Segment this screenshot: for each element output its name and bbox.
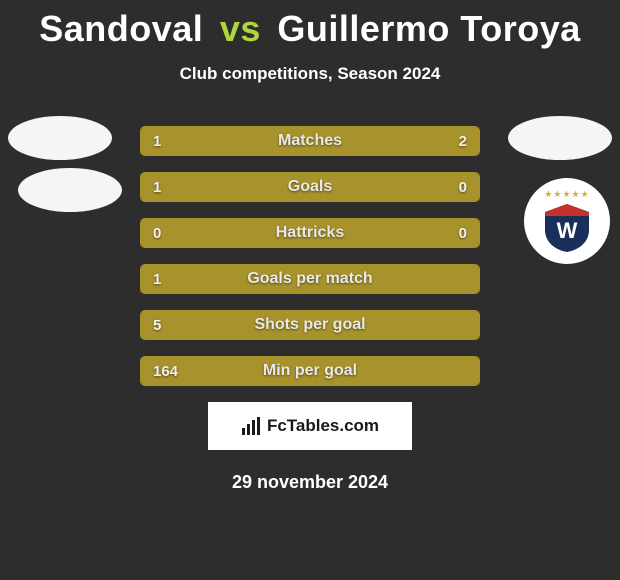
brand-footer: FcTables.com bbox=[208, 402, 412, 450]
stat-row: 10Goals bbox=[140, 172, 480, 202]
brand-text: FcTables.com bbox=[267, 416, 379, 436]
stat-bar-left bbox=[141, 127, 253, 155]
stat-bar-left bbox=[141, 311, 479, 339]
subtitle: Club competitions, Season 2024 bbox=[0, 64, 620, 84]
player1-name: Sandoval bbox=[39, 8, 203, 49]
fctables-logo-icon bbox=[241, 416, 261, 436]
stat-bar-left bbox=[141, 219, 155, 247]
stat-bar-left bbox=[141, 265, 479, 293]
stat-bar-left bbox=[141, 173, 405, 201]
vs-label: vs bbox=[220, 8, 261, 49]
stat-bar-right bbox=[405, 173, 479, 201]
snapshot-date: 29 november 2024 bbox=[0, 472, 620, 493]
stat-bar-right bbox=[253, 127, 479, 155]
player2-name: Guillermo Toroya bbox=[277, 8, 580, 49]
stat-row: 00Hattricks bbox=[140, 218, 480, 248]
stat-row: 1Goals per match bbox=[140, 264, 480, 294]
stat-row: 164Min per goal bbox=[140, 356, 480, 386]
comparison-title: Sandoval vs Guillermo Toroya bbox=[0, 0, 620, 50]
comparison-chart: 12Matches 10Goals 00Hattricks 1Goals per ma… bbox=[0, 126, 620, 386]
stat-bar-right bbox=[155, 219, 479, 247]
stat-bar-left bbox=[141, 357, 479, 385]
stat-row: 5Shots per goal bbox=[140, 310, 480, 340]
stat-row: 12Matches bbox=[140, 126, 480, 156]
